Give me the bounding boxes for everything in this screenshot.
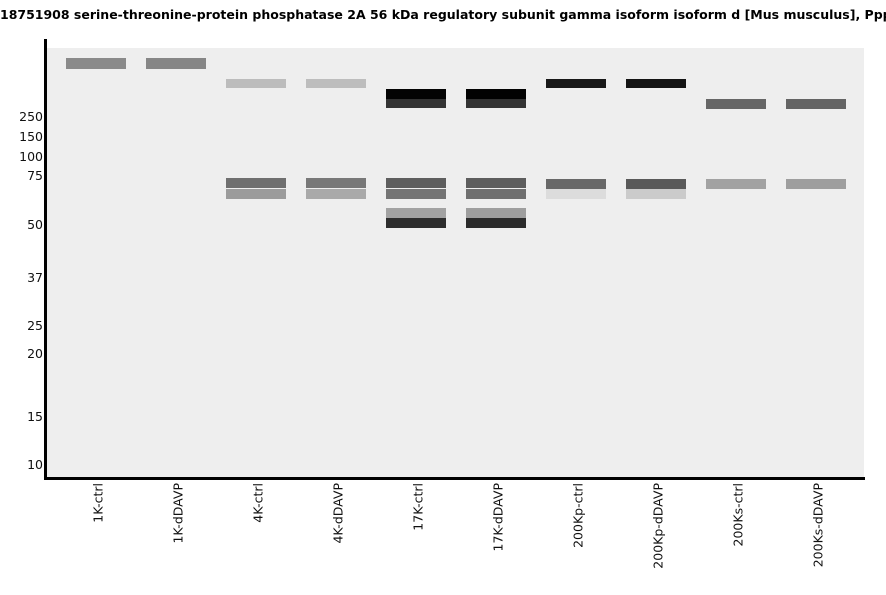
y-tick-label: 10 [27,457,43,472]
gel-band [306,79,366,89]
x-tick-label: 4K-dDAVP [330,483,346,544]
gel-band [146,57,206,69]
gel-band [546,79,606,89]
y-tick-label: 25 [27,318,43,333]
x-tick-label: 17K-ctrl [410,483,426,531]
gel-band [386,207,446,219]
y-tick-label: 75 [27,168,43,183]
x-tick-label: 17K-dDAVP [490,483,506,552]
gel-band [786,99,846,109]
gel-band [226,79,286,89]
y-tick-label: 37 [27,270,43,285]
gel-band [386,188,446,200]
y-tick-label: 50 [27,217,43,232]
gel-band [626,79,686,89]
gel-band [306,188,366,200]
gel-band [66,57,126,69]
x-axis-line [44,477,865,480]
x-tick-label: 200Kp-ctrl [570,483,586,548]
y-tick-label: 150 [19,129,43,144]
gel-band [546,188,606,199]
y-tick-label: 100 [19,149,43,164]
x-tick-label: 1K-ctrl [90,483,106,523]
gel-band [226,188,286,200]
y-tick-label: 15 [27,409,43,424]
x-tick-label: 200Ks-ctrl [730,483,746,547]
gel-band [466,89,526,100]
gel-band [706,178,766,189]
gel-band [626,188,686,199]
gel-band [786,178,846,189]
gel-band [306,178,366,189]
gel-band [386,99,446,109]
gel-band [466,188,526,200]
y-axis-line [44,39,47,480]
y-tick-label: 250 [19,109,43,124]
gel-band [386,89,446,100]
y-tick-label: 20 [27,346,43,361]
gel-band [466,207,526,219]
gel-band [546,178,606,189]
gel-band [386,218,446,229]
x-tick-label: 4K-ctrl [250,483,266,523]
plot-area [47,48,864,478]
gel-band [466,178,526,189]
x-tick-label: 200Kp-dDAVP [650,483,666,569]
x-tick-label: 200Ks-dDAVP [810,483,826,568]
gel-band [706,99,766,109]
gel-band [626,178,686,189]
gel-band [466,218,526,229]
x-tick-label: 1K-dDAVP [170,483,186,544]
gel-band [386,178,446,189]
chart-title: 18751908 serine-threonine-protein phosph… [0,7,886,22]
gel-band [226,178,286,189]
gel-band [466,99,526,109]
